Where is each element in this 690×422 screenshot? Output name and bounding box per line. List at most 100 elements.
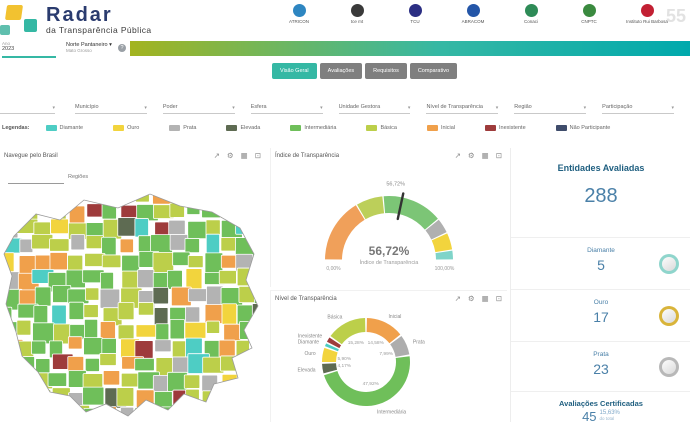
municipality-cell[interactable] [49,186,69,200]
donut-slice-ouro[interactable] [322,347,338,363]
municipality-cell[interactable] [185,306,201,323]
municipality-cell[interactable] [254,188,266,205]
municipality-cell[interactable] [35,407,52,420]
municipality-cell[interactable] [253,267,266,288]
tab-visao-geral[interactable]: Visão Geral [272,63,317,79]
year-selector[interactable]: Ano 2023 [2,41,56,58]
filter-unnamed[interactable]: ▾ [0,94,55,118]
municipality-cell[interactable] [0,407,15,420]
municipality-cell[interactable] [172,356,190,375]
municipality-cell[interactable] [16,186,32,204]
municipality-cell[interactable] [84,318,99,339]
municipality-cell[interactable] [255,375,266,394]
municipality-cell[interactable] [67,336,83,350]
municipality-cell[interactable] [102,370,121,386]
filter-participacao[interactable]: Participação ▾ [602,94,675,118]
municipality-cell[interactable] [134,218,149,238]
municipality-cell[interactable] [187,220,207,240]
municipality-cell[interactable] [218,270,237,285]
municipality-cell[interactable] [101,254,122,269]
municipality-cell[interactable] [234,392,250,412]
municipality-cell[interactable] [254,202,266,221]
municipality-cell[interactable] [184,321,207,339]
municipality-cell[interactable] [0,186,20,203]
municipality-cell[interactable] [18,202,39,222]
municipality-cell[interactable] [116,387,135,407]
municipality-cell[interactable] [206,320,220,334]
municipality-cell[interactable] [169,318,185,340]
fullscreen-icon[interactable]: ⊡ [254,151,261,160]
municipality-cell[interactable] [99,288,121,309]
municipality-cell[interactable] [117,302,135,321]
map-search-input[interactable] [8,172,64,184]
municipality-cell[interactable] [204,304,224,324]
municipality-cell[interactable] [32,186,53,202]
municipality-cell[interactable] [119,238,134,254]
municipality-cell[interactable] [84,357,100,372]
municipality-cell[interactable] [188,407,211,420]
map-regions-toggle[interactable]: Regiões [68,174,89,180]
municipality-cell[interactable] [220,254,238,269]
donut-slice-intermediária[interactable] [324,356,410,406]
filter-poder[interactable]: Poder ▾ [162,94,235,118]
municipality-cell[interactable] [120,406,135,420]
municipality-cell[interactable] [120,372,140,388]
municipality-cell[interactable] [256,219,266,236]
municipality-cell[interactable] [85,287,100,301]
municipality-cell[interactable] [223,186,242,202]
municipality-cell[interactable] [14,371,37,390]
gear-icon[interactable]: ⚙ [467,294,475,303]
municipality-cell[interactable] [69,404,90,419]
municipality-cell[interactable] [83,304,99,318]
municipality-cell[interactable] [223,323,242,342]
municipality-cell[interactable] [117,217,138,237]
municipality-cell[interactable] [137,269,155,289]
municipality-cell[interactable] [169,407,188,420]
municipality-cell[interactable] [2,388,17,403]
municipality-cell[interactable] [32,201,47,215]
municipality-cell[interactable] [205,233,220,256]
municipality-cell[interactable] [251,303,266,324]
municipality-cell[interactable] [166,269,183,290]
municipality-cell[interactable] [222,408,242,420]
tab-comparativo[interactable]: Comparativo [409,63,458,79]
filter-esfera[interactable]: Esfera ▾ [250,94,323,118]
municipality-cell[interactable] [34,254,52,272]
municipality-cell[interactable] [154,339,172,353]
municipality-cell[interactable] [240,188,259,210]
municipality-cell[interactable] [99,353,117,366]
municipality-cell[interactable] [254,355,266,376]
municipality-cell[interactable] [252,321,266,335]
municipality-cell[interactable] [34,286,52,307]
municipality-cell[interactable] [1,202,22,225]
municipality-cell[interactable] [19,238,34,253]
municipality-cell[interactable] [135,389,155,409]
municipality-cell[interactable] [0,306,13,327]
fullscreen-icon[interactable]: ⊡ [495,294,502,303]
municipality-cell[interactable] [68,301,85,320]
municipality-cell[interactable] [66,188,82,202]
municipality-cell[interactable] [150,234,173,254]
filter-nivel-transparencia[interactable]: Nível de Transparência ▾ [426,94,499,118]
municipality-cell[interactable] [49,238,70,252]
municipality-cell[interactable] [35,389,52,406]
municipality-cell[interactable] [152,286,169,305]
municipality-cell[interactable] [253,405,266,420]
filter-municipio[interactable]: Município ▾ [75,94,147,118]
municipality-cell[interactable] [255,235,266,257]
municipality-cell[interactable] [31,340,47,355]
municipality-cell[interactable] [187,288,210,302]
municipality-cell[interactable] [51,387,71,409]
municipality-cell[interactable] [201,204,224,219]
municipality-cell[interactable] [51,304,67,325]
municipality-cell[interactable] [240,353,259,368]
municipality-cell[interactable] [121,188,136,202]
municipality-cell[interactable] [168,186,184,199]
donut-slice-básica[interactable] [330,318,366,345]
municipality-cell[interactable] [235,218,254,235]
municipality-cell[interactable] [100,271,114,292]
municipality-cell[interactable] [185,186,206,200]
municipality-cell[interactable] [152,186,175,205]
municipality-cell[interactable] [236,267,251,287]
municipality-cell[interactable] [204,189,224,209]
